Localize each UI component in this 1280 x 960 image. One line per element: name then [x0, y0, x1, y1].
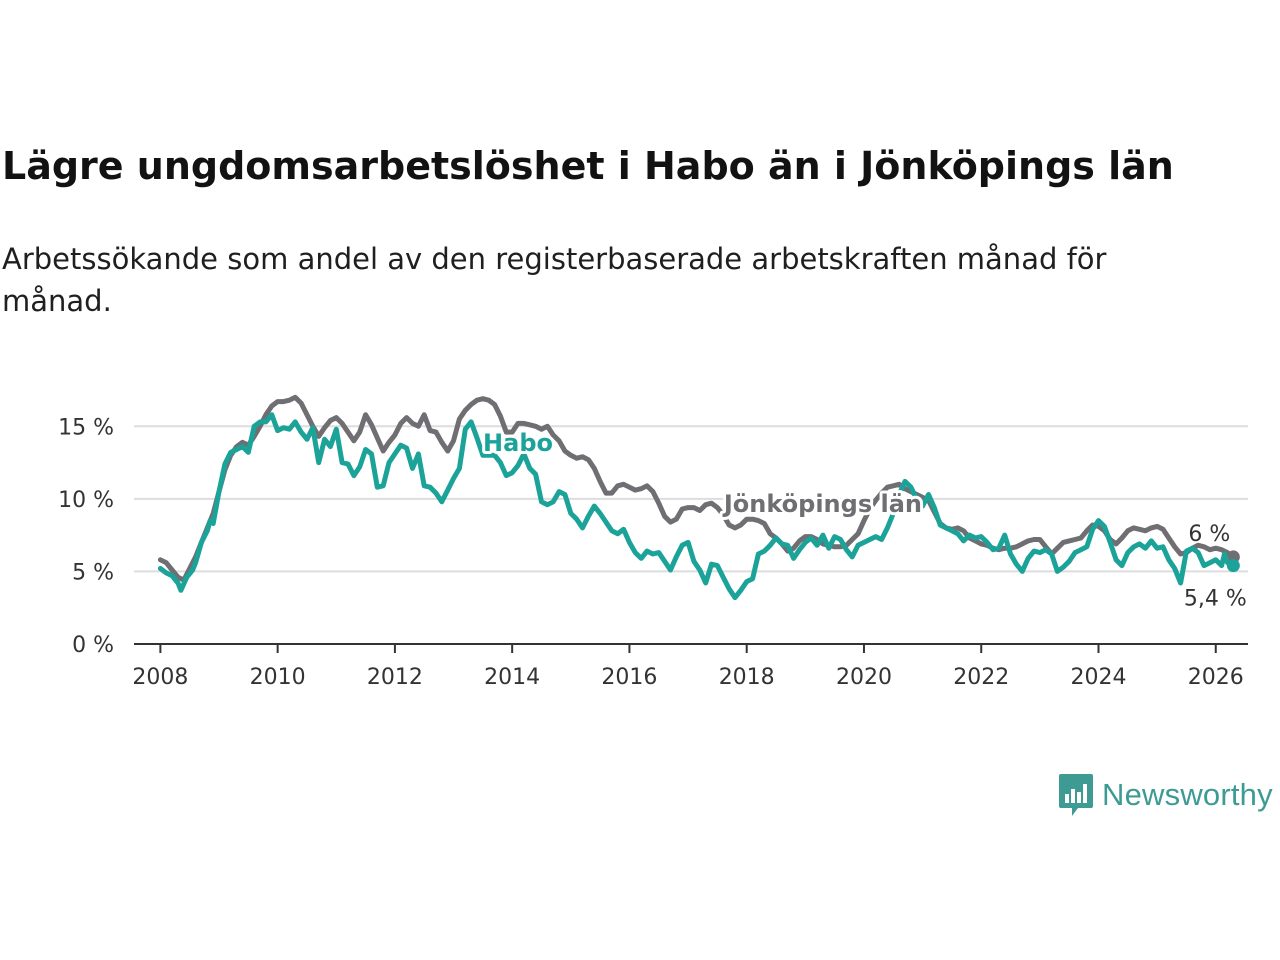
annotations: 6 % 5,4 % Habo Jönköpings län: [480, 426, 1247, 612]
x-tick-label: 2020: [836, 665, 892, 690]
series-end-marker-habo: [1226, 559, 1240, 573]
x-tick-label: 2016: [601, 665, 657, 690]
y-tick-label: 10 %: [58, 488, 114, 513]
x-tick-label: 2014: [484, 665, 540, 690]
series-label-jönköpings-län: Jönköpings län: [722, 490, 922, 518]
series-label-habo: Habo: [483, 429, 553, 457]
chart-title: Lägre ungdomsarbetslöshet i Habo än i Jö…: [2, 144, 1174, 188]
chart-subtitle: Arbetssökande som andel av den registerb…: [2, 242, 1107, 318]
end-label-habo: 5,4 %: [1184, 587, 1247, 612]
x-tick-label: 2012: [367, 665, 423, 690]
y-tick-label: 15 %: [58, 415, 114, 440]
brand-name: Newsworthy: [1102, 777, 1273, 812]
x-axis: 2008 2010 2012 2014 2016 2018 2020 2022 2024 2026: [132, 643, 1248, 690]
y-tick-label: 5 %: [72, 560, 114, 585]
end-label-jonkopings-lan: 6 %: [1188, 522, 1230, 547]
series: [157, 394, 1240, 601]
line-chart: 0 %5 %10 %15 % 2008 2010 2012 2014 2016 2018 2…: [58, 394, 1248, 690]
x-tick-label: 2018: [719, 665, 775, 690]
newsworthy-logo-icon: [1059, 774, 1093, 816]
x-tick-label: 2022: [953, 665, 1009, 690]
y-tick-label: 0 %: [72, 633, 114, 658]
x-tick-label: 2010: [250, 665, 306, 690]
brand-logo: Newsworthy: [1058, 772, 1273, 818]
grid: [134, 425, 1248, 573]
x-tick-label: 2008: [132, 665, 188, 690]
series-line-jönköpings-län: [157, 394, 1236, 583]
x-tick-label: 2024: [1070, 665, 1126, 690]
series-line-habo: [157, 412, 1236, 601]
y-axis: 0 % 5 % 10 % 15 %: [58, 415, 114, 658]
x-tick-label: 2026: [1188, 665, 1244, 690]
